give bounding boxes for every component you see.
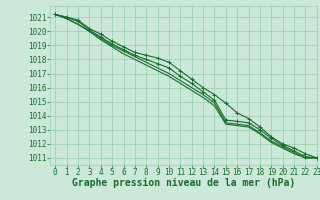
X-axis label: Graphe pression niveau de la mer (hPa): Graphe pression niveau de la mer (hPa) xyxy=(72,178,295,188)
